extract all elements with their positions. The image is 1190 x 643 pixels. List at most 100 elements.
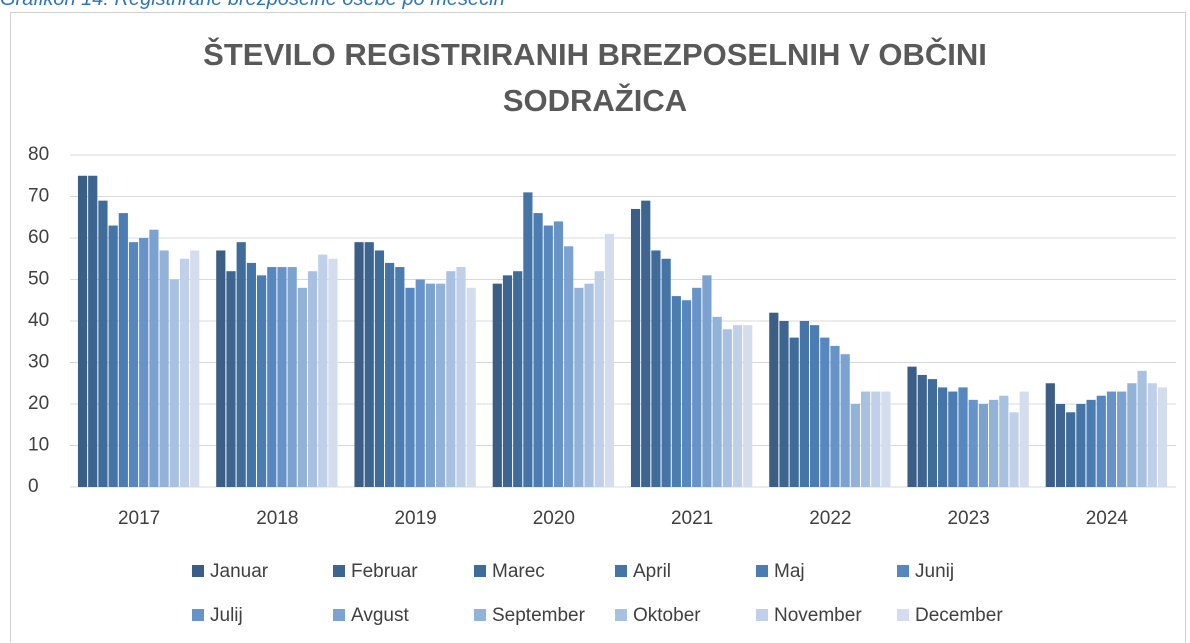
bar: [1019, 391, 1029, 487]
bar: [958, 387, 968, 487]
legend-label: Januar: [210, 561, 269, 582]
bar: [999, 395, 1009, 487]
bar: [1066, 412, 1076, 487]
legend-swatch: [192, 609, 204, 621]
legend-label: April: [633, 561, 671, 582]
bar: [860, 391, 871, 487]
bar: [917, 374, 927, 487]
legend-swatch: [192, 565, 204, 577]
bar: [989, 399, 999, 487]
bar: [732, 325, 743, 487]
legend-swatch: [897, 609, 909, 621]
bar: [641, 200, 651, 487]
legend-swatch: [333, 565, 345, 577]
legend-swatch: [474, 565, 486, 577]
bar: [1055, 404, 1066, 487]
bar: [466, 287, 476, 487]
bar: [374, 250, 385, 487]
bar: [236, 242, 246, 487]
bar: [594, 271, 604, 487]
chart-frame: [10, 12, 1186, 642]
bar: [98, 200, 108, 487]
bar: [604, 233, 615, 487]
bar: [840, 354, 850, 487]
bar: [385, 262, 395, 487]
bar: [584, 283, 594, 487]
y-tick-label: 30: [28, 352, 49, 373]
bar: [1076, 404, 1086, 487]
y-tick-label: 10: [28, 435, 49, 456]
bar: [318, 254, 328, 487]
bar: [553, 221, 564, 487]
bar: [789, 337, 799, 487]
bar: [492, 283, 502, 487]
bar: [307, 271, 318, 487]
legend-label: Avgust: [351, 605, 409, 626]
bar: [216, 250, 226, 487]
legend-swatch: [756, 609, 768, 621]
bar: [564, 246, 574, 487]
bar: [395, 267, 405, 487]
bar: [769, 312, 779, 487]
bar: [1157, 387, 1168, 487]
legend-label: Julij: [210, 605, 243, 626]
bar: [328, 258, 338, 487]
x-tick-label: 2023: [947, 508, 989, 529]
bar: [871, 391, 881, 487]
legend-label: Februar: [351, 561, 418, 582]
bar: [1117, 391, 1127, 487]
bar: [415, 279, 425, 487]
bar: [692, 287, 702, 487]
bar: [722, 329, 732, 487]
bar: [907, 366, 917, 487]
bar: [1106, 391, 1117, 487]
bar: [88, 175, 98, 487]
bar: [661, 258, 671, 487]
bar: [809, 325, 820, 487]
legend-label: December: [915, 605, 1003, 626]
bar: [108, 225, 118, 488]
bar: [630, 208, 641, 487]
bar: [543, 225, 553, 488]
x-tick-label: 2017: [118, 508, 160, 529]
bar: [190, 250, 200, 487]
bar: [226, 271, 236, 487]
bar: [179, 258, 190, 487]
y-tick-label: 0: [28, 476, 39, 497]
y-tick-label: 60: [28, 227, 49, 248]
legend-swatch: [756, 565, 768, 577]
bar: [256, 275, 267, 487]
x-tick-label: 2019: [394, 508, 436, 529]
bar: [364, 242, 374, 487]
bar: [405, 287, 415, 487]
bar: [267, 267, 277, 487]
bar: [1096, 395, 1106, 487]
bar: [830, 345, 840, 487]
bar: [149, 229, 159, 487]
bar: [850, 404, 860, 487]
legend-swatch: [897, 565, 909, 577]
legend-swatch: [333, 609, 345, 621]
bar: [159, 250, 169, 487]
bar: [287, 267, 297, 487]
caption: Grafikon 14: Registrirane brezposelne os…: [0, 0, 505, 11]
bar: [1137, 370, 1147, 487]
bar: [246, 262, 256, 487]
bar: [820, 337, 830, 487]
legend-label: Junij: [915, 561, 954, 582]
y-tick-label: 40: [28, 310, 49, 331]
bar: [118, 213, 128, 487]
bar: [1086, 399, 1096, 487]
legend-label: September: [492, 605, 586, 626]
legend-label: Marec: [492, 561, 545, 582]
y-tick-label: 20: [28, 393, 49, 414]
x-tick-label: 2022: [809, 508, 851, 529]
y-tick-label: 70: [28, 186, 49, 207]
bar: [456, 267, 466, 487]
legend-swatch: [474, 609, 486, 621]
x-tick-label: 2018: [256, 508, 298, 529]
bar: [978, 404, 989, 487]
legend-label: November: [774, 605, 862, 626]
bar: [513, 271, 523, 487]
bar: [779, 321, 789, 487]
